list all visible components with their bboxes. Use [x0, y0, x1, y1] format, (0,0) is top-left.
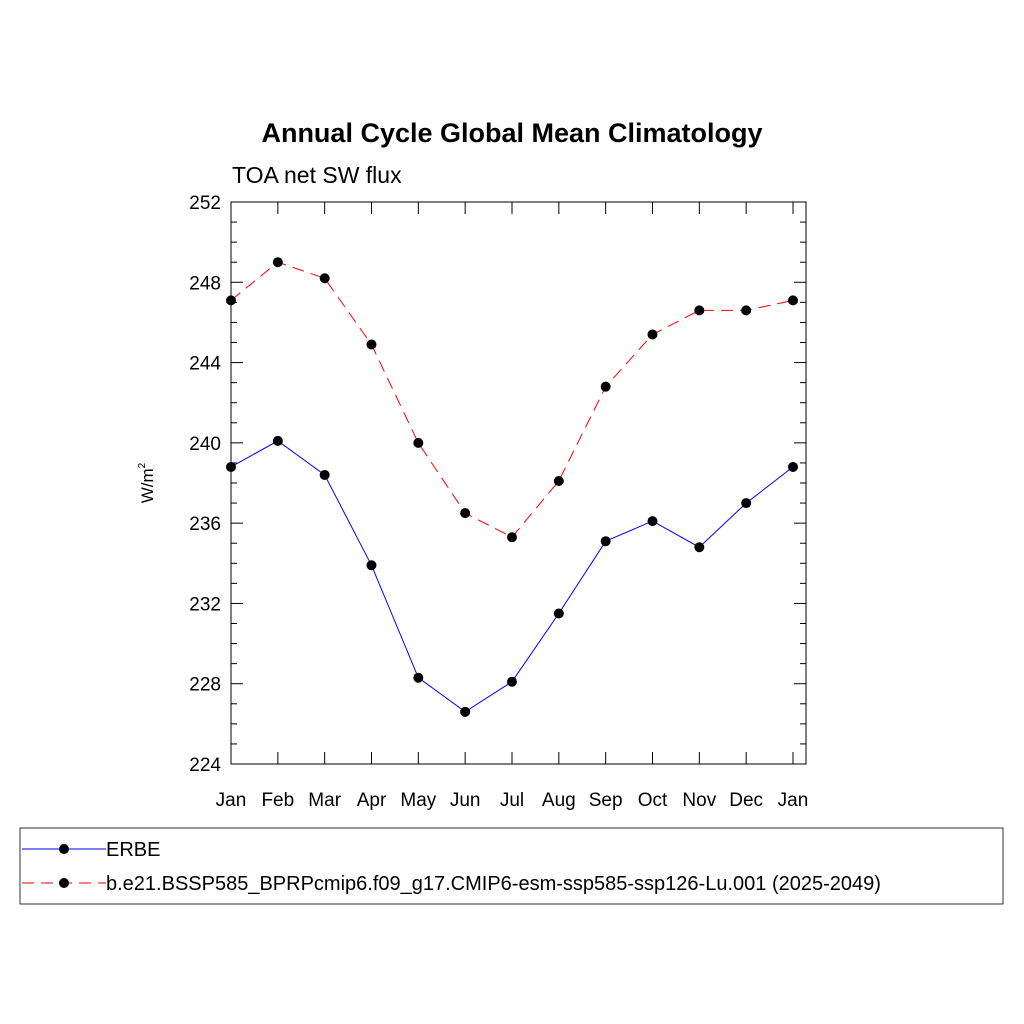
x-tick-label: Feb — [261, 790, 294, 811]
x-tick-label: Jun — [450, 790, 481, 811]
x-tick-label: Sep — [589, 790, 623, 811]
x-axis-ticks: Jan Feb Mar Apr May Jun Jul Aug Sep Oct Nov Dec Jan — [216, 202, 809, 811]
y-tick-label: 232 — [189, 594, 221, 615]
y-axis-label: W/m2 — [137, 462, 157, 503]
data-point-series-1 — [741, 305, 752, 316]
data-point-series-1 — [413, 437, 424, 448]
x-tick-label: Nov — [682, 790, 716, 811]
x-tick-label: Oct — [638, 790, 668, 811]
x-tick-label: Mar — [308, 790, 341, 811]
series-line-0 — [230, 440, 794, 713]
y-tick-label: 228 — [189, 675, 221, 696]
data-point-series-1 — [460, 508, 471, 519]
y-tick-label: 248 — [189, 273, 221, 294]
data-point-series-0 — [694, 542, 705, 553]
data-point-series-1 — [319, 273, 330, 284]
y-tick-label: 224 — [189, 755, 221, 776]
legend-swatch-marker-model — [59, 878, 69, 888]
x-tick-label: Jul — [500, 790, 524, 811]
data-point-series-1 — [226, 295, 236, 306]
data-point-series-0 — [366, 560, 377, 571]
legend-swatch-marker-erbe — [59, 844, 69, 854]
x-tick-label: Jan — [778, 790, 809, 811]
plot-frame — [230, 201, 807, 765]
y-tick-label: 240 — [189, 434, 221, 455]
data-point-series-0 — [741, 498, 752, 509]
data-point-series-1 — [647, 329, 658, 340]
data-point-series-1 — [600, 381, 611, 392]
x-tick-label: Jan — [216, 790, 247, 811]
series-lines — [230, 261, 794, 713]
data-point-series-1 — [507, 532, 517, 543]
series-line-1 — [230, 261, 794, 538]
data-point-series-0 — [507, 676, 517, 687]
y-axis-ticks: 224 228 232 236 240 244 248 252 — [189, 193, 806, 776]
chart-title: Annual Cycle Global Mean Climatology — [261, 118, 762, 148]
data-point-series-0 — [600, 536, 611, 547]
data-point-series-0 — [272, 435, 283, 446]
data-point-series-0 — [319, 469, 330, 480]
data-point-series-0 — [460, 706, 471, 717]
y-tick-label: 252 — [189, 193, 221, 214]
data-point-series-0 — [413, 672, 424, 683]
data-point-series-1 — [366, 339, 377, 350]
data-point-series-0 — [788, 461, 798, 472]
data-point-series-1 — [553, 475, 564, 486]
legend-box — [19, 827, 1004, 905]
plot-border — [230, 201, 807, 765]
chart-subtitle: TOA net SW flux — [232, 162, 402, 188]
data-point-series-1 — [272, 257, 283, 268]
legend-label-model: b.e21.BSSP585_BPRPcmip6.f09_g17.CMIP6-es… — [106, 873, 881, 895]
legend-label-erbe: ERBE — [106, 839, 160, 861]
legend: ERBE b.e21.BSSP585_BPRPcmip6.f09_g17.CMI… — [19, 827, 1004, 905]
x-tick-label: Dec — [729, 790, 763, 811]
x-tick-label: Apr — [357, 790, 387, 811]
data-point-series-0 — [647, 516, 658, 527]
data-point-series-0 — [226, 461, 236, 472]
data-point-series-1 — [694, 305, 705, 316]
data-point-series-0 — [553, 608, 564, 619]
series-points — [226, 257, 798, 717]
y-tick-label: 236 — [189, 514, 221, 535]
y-tick-label: 244 — [189, 354, 221, 375]
x-tick-label: Aug — [542, 790, 576, 811]
x-tick-label: May — [400, 790, 436, 811]
data-point-series-1 — [788, 295, 798, 306]
